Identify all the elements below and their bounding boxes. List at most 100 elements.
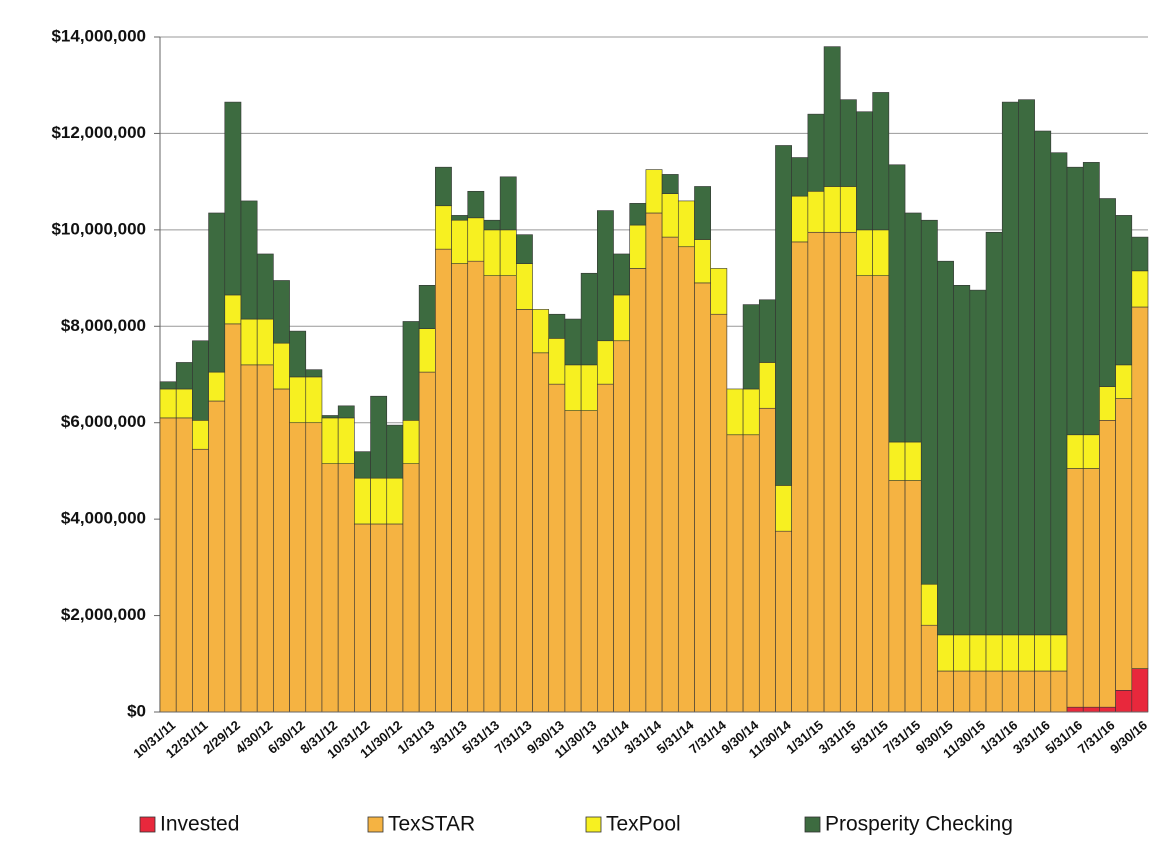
bar-segment	[1131, 236, 1149, 272]
bar-segment	[451, 215, 469, 221]
bar-segment	[985, 670, 1003, 713]
bar-segment	[273, 388, 290, 713]
bar-segment	[694, 239, 711, 284]
bar-segment	[370, 477, 388, 525]
bar-segment	[1050, 670, 1068, 713]
bar-segment	[872, 92, 890, 231]
bar-segment	[937, 670, 954, 713]
bar-segment	[386, 523, 404, 713]
bar-segment	[224, 323, 242, 713]
bar-segment	[224, 101, 242, 296]
bar-segment	[856, 275, 873, 713]
bar-segment	[1066, 434, 1084, 469]
bar-segment	[597, 383, 614, 713]
bar-segment	[580, 410, 598, 713]
bar-segment	[1066, 166, 1084, 436]
bar-segment	[742, 388, 760, 436]
bar-segment	[629, 268, 647, 713]
bar-segment	[807, 113, 825, 192]
bar-segment	[1099, 420, 1116, 708]
bar-segment	[872, 275, 890, 713]
bar-segment	[1001, 101, 1019, 636]
bar-segment	[467, 217, 485, 262]
bar-segment	[920, 583, 938, 626]
bar-segment	[240, 200, 258, 320]
bar-segment	[499, 229, 517, 276]
bar-segment	[224, 294, 242, 325]
bar-segment	[758, 407, 776, 713]
bar-segment	[726, 434, 744, 713]
bar-segment	[321, 463, 339, 713]
bar-segment	[1082, 434, 1100, 469]
bar-segment	[920, 219, 938, 585]
bar-segment	[775, 530, 792, 713]
bar-segment	[888, 164, 906, 443]
bar-segment	[1131, 668, 1149, 713]
bar-segment	[1018, 99, 1035, 636]
legend-label: TexSTAR	[388, 813, 475, 836]
bar-segment	[1099, 706, 1116, 713]
bar-segment	[775, 145, 792, 486]
bar-segment	[904, 212, 922, 443]
bar-segment	[175, 362, 193, 390]
bar-segment	[710, 313, 728, 713]
bar-segment	[823, 231, 841, 713]
bar-segment	[645, 212, 663, 713]
bar-segment	[1018, 670, 1035, 713]
bar-segment	[192, 420, 209, 450]
bar-segment	[856, 111, 873, 231]
bar-segment	[1001, 670, 1019, 713]
bar-segment	[1018, 634, 1035, 672]
bar-segment	[370, 523, 388, 713]
bar-segment	[402, 420, 420, 464]
bar-segment	[305, 376, 323, 424]
bar-segment	[418, 285, 436, 329]
bar-segment	[904, 480, 922, 713]
bar-segment	[710, 268, 728, 315]
bar-segment	[677, 246, 695, 713]
bar-segment	[1050, 152, 1068, 636]
bar-segment	[597, 340, 614, 385]
bar-segment	[839, 99, 857, 187]
bar-segment	[467, 190, 485, 219]
bar-segment	[775, 485, 792, 532]
bar-segment	[742, 434, 760, 713]
bar-segment	[548, 383, 566, 713]
bar-segment	[192, 340, 209, 421]
bar-segment	[516, 234, 533, 264]
bar-segment	[305, 422, 323, 713]
bar-segment	[613, 340, 631, 713]
bar-segment	[758, 362, 776, 409]
y-tick-label: $4,000,000	[61, 509, 146, 528]
bar-segment	[240, 364, 258, 713]
bar-segment	[305, 369, 323, 378]
bar-segment	[289, 422, 307, 713]
bar-segment	[1066, 706, 1084, 713]
bar-segment	[159, 388, 177, 419]
bar-segment	[1034, 130, 1052, 636]
bar-segment	[953, 285, 971, 636]
bar-segment	[1034, 670, 1052, 713]
bar-segment	[402, 463, 420, 713]
bar-segment	[1115, 215, 1133, 366]
bar-segment	[175, 388, 193, 419]
legend-label: Invested	[160, 813, 239, 836]
bar-segment	[564, 364, 582, 411]
bar-segment	[499, 176, 517, 231]
bar-segment	[856, 229, 873, 276]
bar-segment	[1115, 690, 1133, 713]
y-tick-label: $14,000,000	[51, 26, 146, 45]
bar-segment	[791, 241, 809, 713]
bar-segment	[483, 275, 501, 713]
bar-segment	[192, 448, 209, 713]
bar-segment	[516, 309, 533, 713]
bar-segment	[499, 275, 517, 713]
bar-segment	[969, 289, 987, 636]
bar-segment	[613, 294, 631, 342]
bar-segment	[564, 410, 582, 713]
bar-segment	[386, 424, 404, 479]
bar-segment	[791, 195, 809, 243]
bar-segment	[694, 186, 711, 240]
bar-segment	[418, 328, 436, 373]
